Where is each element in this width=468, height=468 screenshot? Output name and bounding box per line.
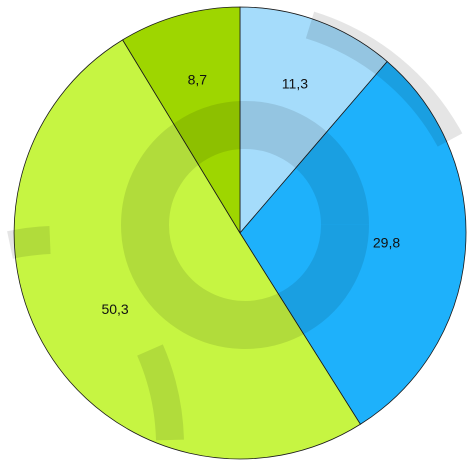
slice-label-2: 29,8: [373, 235, 400, 251]
slice-label-1: 11,3: [282, 75, 308, 91]
pie-slices: [13, 6, 467, 460]
watermark-arc-top-right: [305, 11, 463, 147]
watermark: [7, 11, 463, 441]
watermark-ring: [121, 100, 369, 349]
watermark-arc-bottom: [137, 344, 184, 441]
pie-slice-4: [122, 6, 241, 235]
pie-labels: 11,3 29,8 50,3 8,7: [101, 71, 400, 317]
slice-label-3: 50,3: [101, 301, 128, 317]
slice-label-4: 8,7: [188, 71, 208, 87]
pie-slice-2: [239, 60, 467, 425]
pie-slice-1: [239, 6, 388, 235]
pie-slice-3: [13, 39, 361, 460]
watermark-arc-left: [7, 226, 51, 259]
